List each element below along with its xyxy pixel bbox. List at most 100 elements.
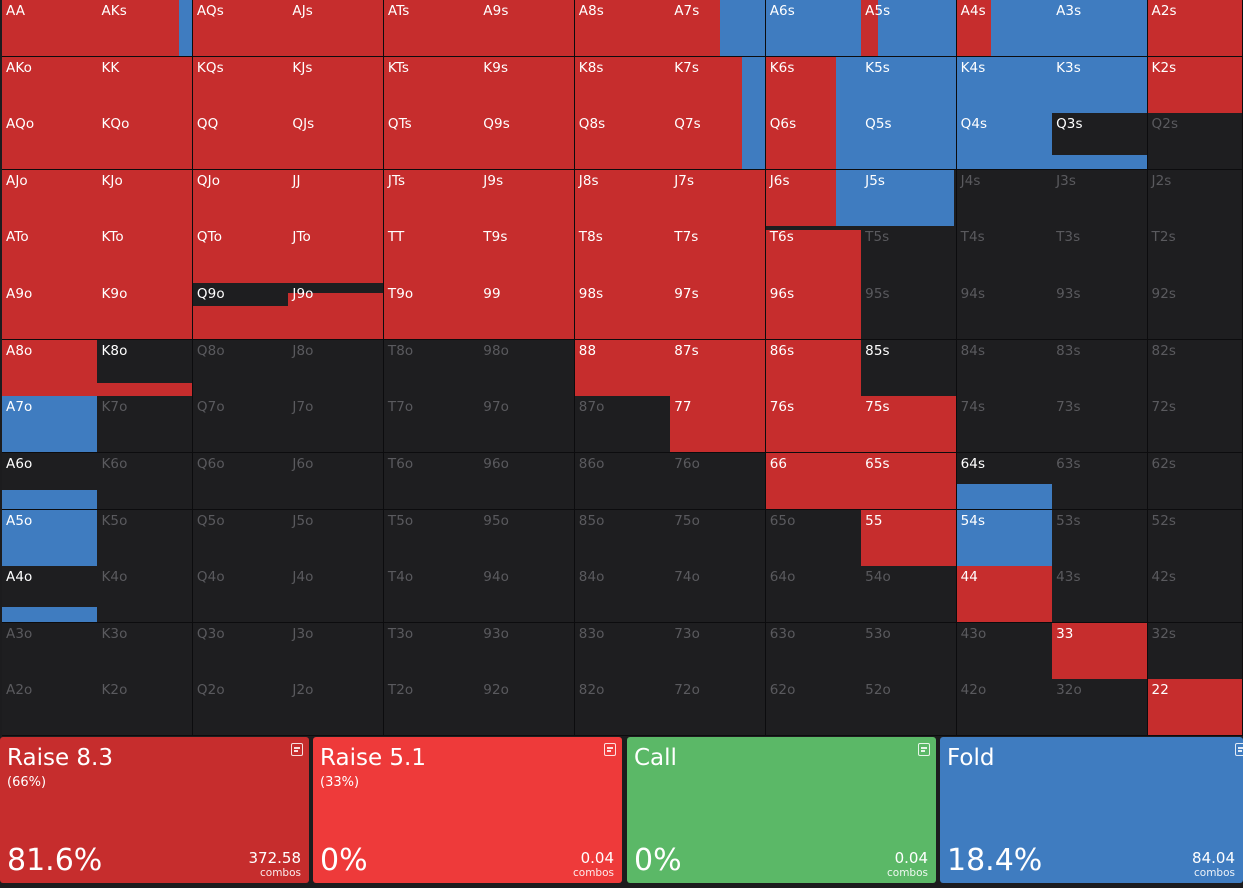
hand-cell-62o[interactable]: 62o (765, 679, 862, 737)
hand-cell-q5o[interactable]: Q5o (192, 509, 289, 567)
hand-cell-k7o[interactable]: K7o (97, 396, 194, 454)
hand-cell-74s[interactable]: 74s (956, 396, 1053, 454)
hand-cell-99[interactable]: 99 (479, 283, 576, 341)
hand-cell-a8s[interactable]: A8s (574, 0, 671, 58)
hand-cell-94o[interactable]: 94o (479, 566, 576, 624)
notes-icon[interactable] (918, 743, 930, 756)
hand-cell-k2s[interactable]: K2s (1147, 56, 1243, 114)
hand-cell-q4o[interactable]: Q4o (192, 566, 289, 624)
hand-cell-kjs[interactable]: KJs (288, 56, 385, 114)
hand-cell-74o[interactable]: 74o (670, 566, 767, 624)
hand-cell-t9s[interactable]: T9s (479, 226, 576, 284)
hand-cell-64o[interactable]: 64o (765, 566, 862, 624)
hand-cell-t7o[interactable]: T7o (383, 396, 480, 454)
hand-cell-k5s[interactable]: K5s (861, 56, 958, 114)
hand-cell-66[interactable]: 66 (765, 452, 862, 511)
hand-cell-62s[interactable]: 62s (1147, 452, 1243, 511)
hand-cell-a7s[interactable]: A7s (670, 0, 767, 58)
hand-cell-88[interactable]: 88 (574, 339, 671, 397)
hand-cell-85s[interactable]: 85s (861, 339, 958, 397)
hand-cell-84s[interactable]: 84s (956, 339, 1053, 397)
hand-cell-qjo[interactable]: QJo (192, 169, 289, 227)
hand-cell-93s[interactable]: 93s (1052, 283, 1149, 341)
hand-cell-t8o[interactable]: T8o (383, 339, 480, 397)
hand-cell-k5o[interactable]: K5o (97, 509, 194, 567)
notes-icon[interactable] (604, 743, 616, 756)
hand-cell-84o[interactable]: 84o (574, 566, 671, 624)
hand-cell-k8s[interactable]: K8s (574, 56, 671, 114)
hand-cell-ajo[interactable]: AJo (2, 169, 98, 227)
hand-cell-k6s[interactable]: K6s (765, 56, 862, 114)
hand-cell-aqo[interactable]: AQo (2, 113, 98, 171)
hand-cell-98s[interactable]: 98s (574, 283, 671, 341)
hand-cell-t8s[interactable]: T8s (574, 226, 671, 284)
hand-cell-q2o[interactable]: Q2o (192, 679, 289, 737)
hand-cell-j5s[interactable]: J5s (861, 169, 958, 227)
hand-cell-t3s[interactable]: T3s (1052, 226, 1149, 284)
hand-cell-t2s[interactable]: T2s (1147, 226, 1243, 284)
action-card-call[interactable]: Call 0% 0.04 combos (627, 737, 936, 883)
hand-cell-a2s[interactable]: A2s (1147, 0, 1243, 58)
hand-cell-a9o[interactable]: A9o (2, 283, 98, 341)
hand-cell-kjo[interactable]: KJo (97, 169, 194, 227)
hand-cell-k7s[interactable]: K7s (670, 56, 767, 114)
hand-cell-t6o[interactable]: T6o (383, 452, 480, 511)
hand-cell-qq[interactable]: QQ (192, 113, 289, 171)
hand-cell-t5s[interactable]: T5s (861, 226, 958, 284)
hand-cell-qto[interactable]: QTo (192, 226, 289, 284)
hand-cell-jj[interactable]: JJ (288, 169, 385, 227)
hand-cell-a8o[interactable]: A8o (2, 339, 98, 397)
hand-cell-83o[interactable]: 83o (574, 622, 671, 680)
hand-cell-j4o[interactable]: J4o (288, 566, 385, 624)
hand-cell-j9o[interactable]: J9o (288, 283, 385, 341)
hand-cell-q3s[interactable]: Q3s (1052, 113, 1149, 171)
hand-cell-63o[interactable]: 63o (765, 622, 862, 680)
hand-cell-k9s[interactable]: K9s (479, 56, 576, 114)
hand-cell-k2o[interactable]: K2o (97, 679, 194, 737)
hand-cell-q6o[interactable]: Q6o (192, 452, 289, 511)
hand-cell-q8s[interactable]: Q8s (574, 113, 671, 171)
hand-cell-j2s[interactable]: J2s (1147, 169, 1243, 227)
hand-cell-53s[interactable]: 53s (1052, 509, 1149, 567)
hand-cell-97s[interactable]: 97s (670, 283, 767, 341)
hand-cell-a5o[interactable]: A5o (2, 509, 98, 567)
hand-cell-98o[interactable]: 98o (479, 339, 576, 397)
hand-cell-t4s[interactable]: T4s (956, 226, 1053, 284)
hand-cell-32s[interactable]: 32s (1147, 622, 1243, 680)
action-card-raise-5-1[interactable]: Raise 5.1 (33%) 0% 0.04 combos (313, 737, 622, 883)
hand-cell-t5o[interactable]: T5o (383, 509, 480, 567)
hand-cell-a4s[interactable]: A4s (956, 0, 1053, 58)
hand-cell-aa[interactable]: AA (2, 0, 98, 58)
hand-cell-73s[interactable]: 73s (1052, 396, 1149, 454)
hand-cell-kto[interactable]: KTo (97, 226, 194, 284)
hand-cell-q9o[interactable]: Q9o (192, 283, 289, 341)
hand-cell-k4s[interactable]: K4s (956, 56, 1053, 114)
hand-cell-j6s[interactable]: J6s (765, 169, 862, 227)
hand-cell-qts[interactable]: QTs (383, 113, 480, 171)
hand-cell-76s[interactable]: 76s (765, 396, 862, 454)
hand-cell-94s[interactable]: 94s (956, 283, 1053, 341)
hand-cell-q2s[interactable]: Q2s (1147, 113, 1243, 171)
hand-cell-ako[interactable]: AKo (2, 56, 98, 114)
hand-cell-kqs[interactable]: KQs (192, 56, 289, 114)
hand-cell-aqs[interactable]: AQs (192, 0, 289, 58)
hand-cell-t7s[interactable]: T7s (670, 226, 767, 284)
hand-cell-j2o[interactable]: J2o (288, 679, 385, 737)
hand-cell-a2o[interactable]: A2o (2, 679, 98, 737)
hand-cell-t6s[interactable]: T6s (765, 226, 862, 284)
hand-cell-k4o[interactable]: K4o (97, 566, 194, 624)
action-card-fold[interactable]: Fold 18.4% 84.04 combos (940, 737, 1243, 883)
hand-cell-a6s[interactable]: A6s (765, 0, 862, 58)
hand-cell-a9s[interactable]: A9s (479, 0, 576, 58)
hand-cell-a7o[interactable]: A7o (2, 396, 98, 454)
hand-cell-92o[interactable]: 92o (479, 679, 576, 737)
hand-cell-42o[interactable]: 42o (956, 679, 1053, 737)
hand-cell-q7s[interactable]: Q7s (670, 113, 767, 171)
hand-cell-87o[interactable]: 87o (574, 396, 671, 454)
hand-cell-82o[interactable]: 82o (574, 679, 671, 737)
hand-cell-kts[interactable]: KTs (383, 56, 480, 114)
hand-cell-72o[interactable]: 72o (670, 679, 767, 737)
hand-cell-96s[interactable]: 96s (765, 283, 862, 341)
hand-cell-t3o[interactable]: T3o (383, 622, 480, 680)
hand-cell-t4o[interactable]: T4o (383, 566, 480, 624)
